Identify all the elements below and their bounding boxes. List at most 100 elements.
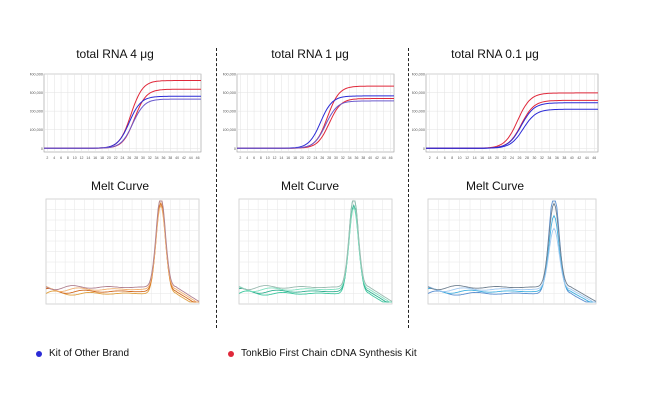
x-tick-label: 16	[480, 156, 484, 160]
x-tick-label: 34	[348, 156, 352, 160]
legend-label-other-brand: Kit of Other Brand	[49, 348, 130, 359]
x-tick-label: 20	[300, 156, 304, 160]
y-tick-label: 300,000	[30, 91, 43, 95]
x-tick-label: 32	[148, 156, 152, 160]
x-tick-label: 10	[266, 156, 270, 160]
x-tick-label: 40	[368, 156, 372, 160]
amp-title-2: total RNA 1 μg	[271, 47, 349, 61]
x-tick-label: 38	[361, 156, 365, 160]
melt-curve-2	[427, 214, 596, 303]
red-dot-icon	[228, 350, 234, 357]
x-tick-label: 16	[93, 156, 97, 160]
y-tick-label: 200,000	[412, 110, 425, 114]
melt-curve-3	[238, 206, 392, 303]
y-tick-label: 0	[423, 147, 425, 151]
x-tick-label: 10	[73, 156, 77, 160]
y-tick-label: 0	[234, 147, 236, 151]
x-tick-label: 30	[141, 156, 145, 160]
x-tick-label: 46	[389, 156, 393, 160]
x-tick-label: 14	[473, 156, 477, 160]
divider-2	[408, 48, 409, 328]
x-tick-label: 24	[314, 156, 318, 160]
x-tick-label: 38	[562, 156, 566, 160]
x-tick-label: 12	[80, 156, 84, 160]
x-tick-label: 24	[510, 156, 514, 160]
x-tick-label: 2	[239, 156, 241, 160]
melt-curve-chart-4ug	[45, 198, 200, 305]
melt-curve-3	[427, 227, 596, 303]
x-tick-label: 4	[436, 156, 438, 160]
x-tick-label: 14	[279, 156, 283, 160]
x-tick-label: 10	[458, 156, 462, 160]
melt-curve-3	[45, 204, 199, 303]
amplification-curve-4	[44, 98, 201, 149]
x-tick-label: 22	[307, 156, 311, 160]
x-tick-label: 8	[451, 156, 453, 160]
x-tick-label: 34	[547, 156, 551, 160]
amplification-chart-1ug: 2 4 6 8 10 12 14 16 18 20 22 24 26 28 30 32 34 36 38 40 42 44…	[223, 73, 395, 160]
melt-title-1: Melt Curve	[90, 179, 149, 193]
x-tick-label: 28	[134, 156, 138, 160]
x-tick-label: 6	[444, 156, 446, 160]
x-tick-label: 14	[86, 156, 90, 160]
y-tick-label: 200,000	[30, 110, 43, 114]
melt-curve-1	[238, 200, 392, 303]
melt-curve-1	[45, 200, 199, 303]
x-tick-label: 30	[334, 156, 338, 160]
x-tick-label: 4	[246, 156, 248, 160]
x-tick-label: 6	[253, 156, 255, 160]
x-tick-label: 8	[67, 156, 69, 160]
amplification-curve-4	[426, 108, 598, 149]
x-tick-label: 20	[495, 156, 499, 160]
x-tick-label: 46	[196, 156, 200, 160]
x-tick-label: 44	[382, 156, 386, 160]
x-tick-label: 2	[46, 156, 48, 160]
y-tick-label: 100,000	[30, 128, 43, 132]
x-tick-label: 44	[189, 156, 193, 160]
x-tick-label: 26	[320, 156, 324, 160]
y-tick-label: 400,000	[223, 73, 236, 77]
x-tick-label: 18	[293, 156, 297, 160]
x-tick-label: 36	[162, 156, 166, 160]
melt-curve-1	[427, 200, 596, 303]
melt-curve-4	[238, 200, 393, 302]
y-tick-label: 100,000	[412, 128, 425, 132]
melt-curve-2	[238, 203, 392, 303]
y-tick-label: 0	[41, 147, 43, 151]
amplification-chart-0-1ug: 2 4 6 8 10 12 14 16 18 20 22 24 26 28 30 32 34 36 38 40 42 44…	[412, 73, 599, 160]
legend-item-other-brand: Kit of Other Brand	[36, 348, 129, 359]
melt-title-2: Melt Curve	[280, 179, 339, 193]
x-tick-label: 38	[168, 156, 172, 160]
amp-title-3: total RNA 0.1 μg	[451, 47, 539, 61]
x-tick-label: 42	[375, 156, 379, 160]
amp-title-1: total RNA 4 μg	[76, 47, 154, 61]
x-tick-label: 40	[570, 156, 574, 160]
x-tick-label: 32	[341, 156, 345, 160]
melt-curve-chart-0-1ug	[427, 198, 597, 305]
legend-item-tonkbio: TonkBio First Chain cDNA Synthesis Kit	[228, 348, 417, 359]
melt-curve-chart-1ug	[238, 198, 393, 305]
x-tick-label: 34	[155, 156, 159, 160]
x-tick-label: 40	[175, 156, 179, 160]
x-tick-label: 46	[592, 156, 596, 160]
x-tick-label: 18	[100, 156, 104, 160]
x-tick-label: 22	[114, 156, 118, 160]
x-tick-label: 12	[465, 156, 469, 160]
x-tick-label: 42	[577, 156, 581, 160]
y-tick-label: 300,000	[223, 91, 236, 95]
x-tick-label: 4	[53, 156, 55, 160]
x-tick-label: 6	[60, 156, 62, 160]
x-tick-label: 18	[488, 156, 492, 160]
x-tick-label: 20	[107, 156, 111, 160]
x-tick-label: 2	[429, 156, 431, 160]
x-tick-label: 44	[585, 156, 589, 160]
blue-dot-icon	[36, 350, 42, 357]
y-tick-label: 200,000	[223, 110, 236, 114]
x-tick-label: 26	[127, 156, 131, 160]
legend-label-tonkbio: TonkBio First Chain cDNA Synthesis Kit	[241, 348, 417, 359]
amplification-curve-4	[237, 100, 394, 149]
y-tick-label: 400,000	[30, 73, 43, 77]
melt-title-3: Melt Curve	[465, 179, 524, 193]
x-tick-label: 30	[532, 156, 536, 160]
y-tick-label: 300,000	[412, 91, 425, 95]
